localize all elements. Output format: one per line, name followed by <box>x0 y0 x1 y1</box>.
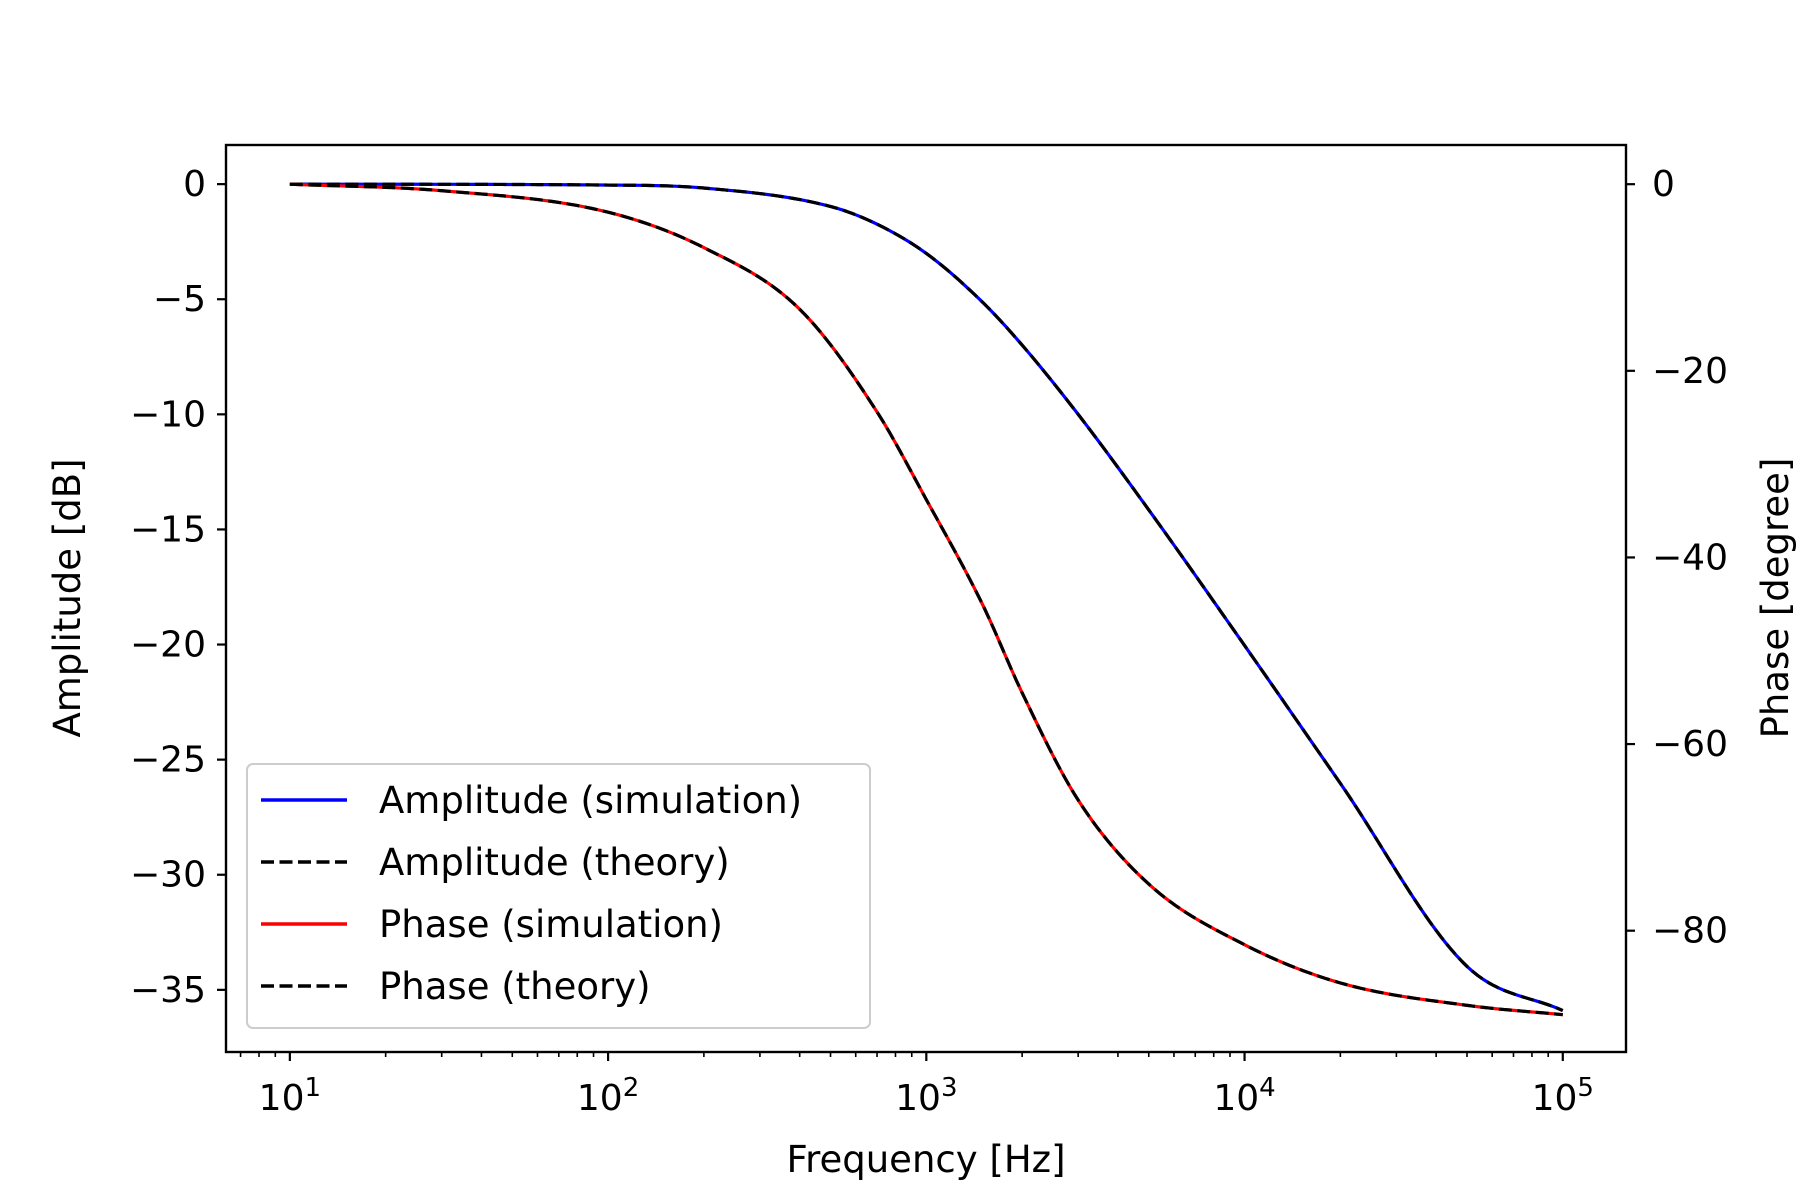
right-y-axis-label: Phase [degree] <box>1754 458 1797 739</box>
legend-label: Amplitude (simulation) <box>379 779 802 822</box>
y2-tick-label: −20 <box>1652 351 1728 392</box>
plot-lines <box>289 182 1564 1017</box>
right-y-axis-ticks: 0 −20 −40 −60 −80 <box>1626 164 1728 952</box>
y-tick-label: 0 <box>183 164 206 205</box>
y-tick-label: −15 <box>130 509 206 550</box>
y-tick-label: −25 <box>130 740 206 781</box>
x-tick-label: 104 <box>1213 1073 1275 1119</box>
x-axis-ticks: 101 102 103 104 105 <box>239 1052 1594 1119</box>
legend: Amplitude (simulation) Amplitude (theory)… <box>246 763 871 1029</box>
y-tick-label: −35 <box>130 970 206 1011</box>
legend-label: Amplitude (theory) <box>379 841 730 884</box>
y-tick-label: −30 <box>130 855 206 896</box>
y2-tick-label: −40 <box>1652 537 1728 578</box>
y2-tick-label: −80 <box>1652 911 1728 952</box>
y-tick-label: −10 <box>130 394 206 435</box>
y2-tick-label: 0 <box>1652 164 1675 205</box>
y-tick-label: −5 <box>153 279 206 320</box>
series-line <box>289 182 1564 1013</box>
y2-tick-label: −60 <box>1652 724 1728 765</box>
legend-label: Phase (theory) <box>379 965 651 1008</box>
legend-box <box>246 763 871 1029</box>
x-tick-label: 102 <box>577 1073 639 1119</box>
x-tick-label: 101 <box>259 1073 321 1119</box>
series-line <box>289 182 1563 1017</box>
legend-label: Phase (simulation) <box>379 903 723 946</box>
x-tick-label: 105 <box>1532 1073 1594 1119</box>
y-tick-label: −20 <box>130 625 206 666</box>
x-tick-label: 103 <box>895 1073 957 1119</box>
x-axis-label: Frequency [Hz] <box>786 1138 1065 1181</box>
left-y-axis-ticks: 0 −5 −10 −15 −20 −25 −30 −35 <box>130 164 226 1011</box>
left-y-axis-label: Amplitude [dB] <box>46 458 89 737</box>
